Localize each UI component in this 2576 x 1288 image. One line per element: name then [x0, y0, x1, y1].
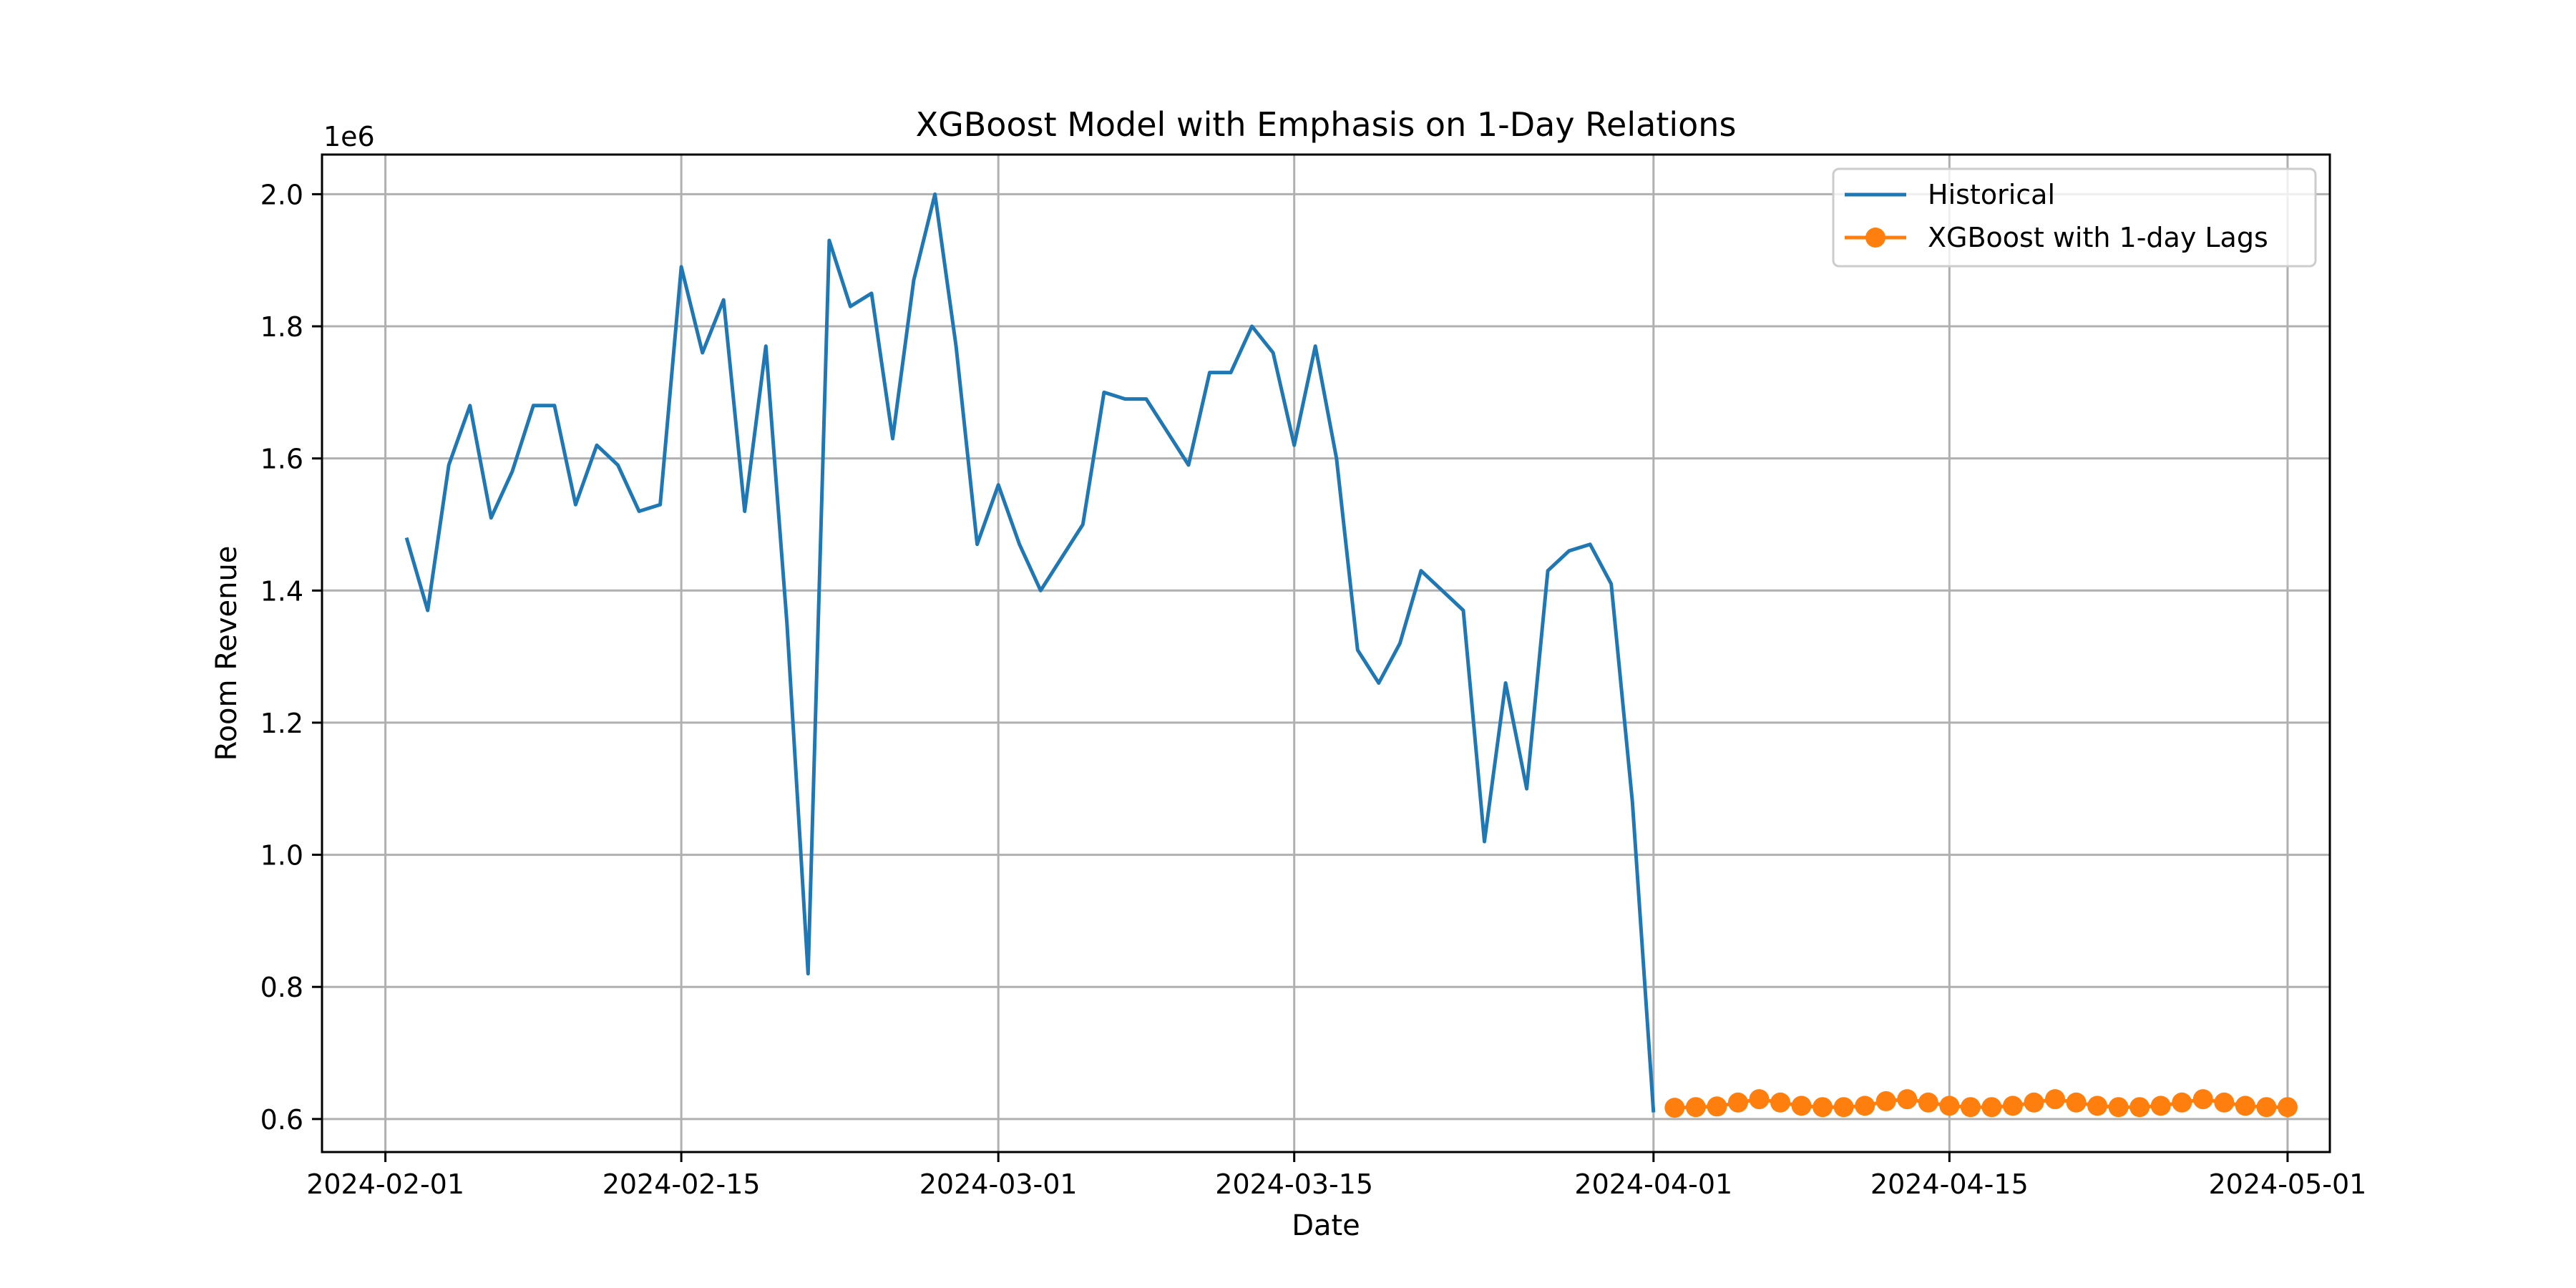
- data-point: [1791, 1096, 1812, 1116]
- data-point: [1664, 1098, 1685, 1118]
- data-point: [2002, 1096, 2023, 1116]
- data-point: [2150, 1096, 2171, 1116]
- x-tick-label: 2024-04-15: [1870, 1169, 2029, 1200]
- y-tick-label: 1.2: [260, 708, 303, 739]
- y-tick-label: 0.8: [260, 972, 303, 1003]
- data-point: [2277, 1097, 2298, 1118]
- data-point: [2066, 1092, 2087, 1113]
- legend-label-xgboost: XGBoost with 1-day Lags: [1928, 222, 2268, 253]
- data-point: [2172, 1092, 2192, 1113]
- axis-ticks: 2024-02-01 2024-02-15 2024-03-01 2024-03-15…: [260, 179, 2367, 1200]
- y-tick-label: 1.0: [260, 840, 303, 872]
- data-point: [2108, 1097, 2129, 1118]
- data-point: [1685, 1097, 1706, 1118]
- data-point: [1918, 1092, 1938, 1113]
- y-tick-label: 1.8: [260, 311, 303, 343]
- data-point: [2256, 1097, 2277, 1118]
- data-point: [1727, 1092, 1748, 1113]
- series-line-0: [404, 192, 1656, 1113]
- data-point: [1749, 1089, 1770, 1110]
- data-point: [1813, 1097, 1833, 1118]
- legend-marker-xgboost: [1865, 228, 1885, 248]
- x-tick-label: 2024-02-01: [306, 1169, 464, 1200]
- data-point: [2129, 1097, 2150, 1118]
- legend-label-historical: Historical: [1928, 179, 2055, 210]
- data-point: [2045, 1089, 2066, 1110]
- data-point: [1981, 1097, 2002, 1118]
- data-point: [1939, 1096, 1960, 1116]
- y-axis-label: Room Revenue: [210, 546, 243, 761]
- legend-box: [1832, 167, 2317, 268]
- x-tick-label: 2024-02-15: [602, 1169, 761, 1200]
- x-tick-label: 2024-03-15: [1215, 1169, 1373, 1200]
- data-point: [2214, 1092, 2235, 1113]
- x-tick-label: 2024-05-01: [2209, 1169, 2367, 1200]
- y-tick-label: 1.6: [260, 444, 303, 475]
- x-tick-label: 2024-03-01: [919, 1169, 1078, 1200]
- y-tick-label: 1.4: [260, 575, 303, 607]
- data-point: [1770, 1092, 1791, 1113]
- data-point: [1833, 1097, 1854, 1118]
- data-point: [2235, 1096, 2255, 1116]
- y-offset-label: 1e6: [323, 121, 375, 152]
- chart-title: XGBoost Model with Emphasis on 1-Day Rel…: [916, 105, 1737, 144]
- legend: Historical XGBoost with 1-day Lags: [1832, 167, 2317, 268]
- data-point: [2024, 1092, 2044, 1113]
- plot-frame: [321, 153, 2331, 1153]
- y-tick-label: 2.0: [260, 179, 303, 210]
- data-point: [1875, 1091, 1896, 1111]
- data-point: [1960, 1097, 1981, 1118]
- x-tick-label: 2024-04-01: [1574, 1169, 1732, 1200]
- grid: [322, 155, 2330, 1152]
- x-axis-label: Date: [1292, 1209, 1360, 1242]
- plot-area: [404, 192, 2298, 1118]
- data-point: [1707, 1096, 1727, 1117]
- data-point: [1897, 1089, 1918, 1110]
- data-point: [2087, 1096, 2108, 1116]
- y-tick-label: 0.6: [260, 1104, 303, 1136]
- data-point: [1855, 1096, 1875, 1116]
- data-point: [2192, 1089, 2213, 1110]
